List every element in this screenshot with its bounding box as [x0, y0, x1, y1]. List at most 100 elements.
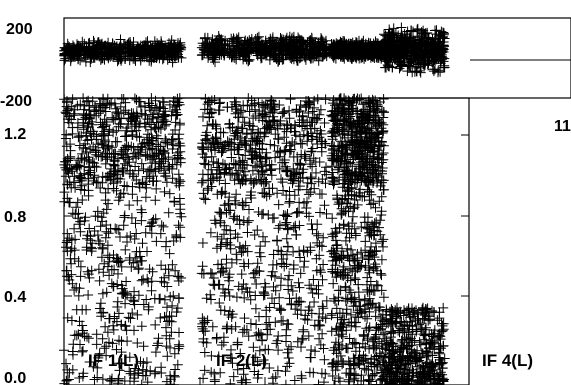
amp-point-if2: [272, 335, 283, 346]
amp-point-if1: [71, 330, 82, 341]
amp-point-if2: [251, 330, 262, 341]
amp-point-if1: [75, 261, 86, 272]
amp-point-if1: [103, 228, 114, 239]
amp-point-if2: [294, 197, 305, 208]
amp-point-if2: [303, 189, 314, 200]
amp-point-if2: [259, 188, 270, 199]
amp-point-if1: [155, 293, 166, 304]
amp-point-if1: [120, 244, 131, 255]
amp-point-if1: [162, 302, 172, 313]
amp-point-if2: [283, 353, 294, 363]
amp-point-if2: [315, 320, 326, 331]
amp-point-if2: [321, 208, 332, 219]
phase-point-if1: [156, 36, 167, 47]
amp-point-if1: [81, 245, 92, 255]
amp-point-if1: [138, 274, 149, 285]
amp-point-if3: [335, 376, 345, 385]
amp-point-if2: [258, 231, 268, 242]
amp-point-if2: [321, 162, 331, 173]
amp-point-if2: [238, 369, 249, 380]
amplitude-panel-frame: [63, 97, 470, 385]
phase-scatter-points: [59, 22, 450, 78]
amp-point-if2: [243, 258, 254, 269]
phase-point-if1: [148, 47, 159, 58]
amp-point-if1: [131, 131, 142, 142]
amp-point-if2: [242, 227, 253, 238]
phase-point-if1: [161, 48, 172, 59]
phase-point-if2: [297, 45, 308, 56]
amp-point-if1: [136, 275, 147, 286]
amp-point-if3: [376, 191, 387, 202]
amp-point-if2: [308, 274, 319, 285]
amp-point-if1: [112, 378, 123, 385]
phase-point-if1: [97, 48, 107, 59]
amp-ytick-2: 0.8: [4, 209, 26, 226]
phase-point-if1: [130, 55, 141, 66]
amp-point-if1: [64, 233, 75, 244]
amp-point-if3: [328, 293, 339, 304]
amp-point-if3: [376, 270, 387, 281]
amp-point-if2: [270, 317, 281, 328]
phase-point-if1: [140, 41, 151, 52]
amp-point-if1: [156, 220, 167, 231]
phase-point-if2: [266, 40, 277, 51]
phase-point-if1: [93, 37, 104, 48]
corner-label: 11: [554, 118, 571, 135]
phase-point-if2: [270, 51, 281, 62]
amp-point-if2: [280, 379, 291, 385]
phase-point-if2: [317, 50, 328, 61]
amp-point-if2: [285, 94, 296, 105]
amp-point-if2: [270, 371, 281, 382]
amp-point-if2: [276, 273, 287, 284]
amp-point-if1: [83, 333, 94, 344]
phase-point-if2: [306, 32, 317, 43]
amp-point-if1: [141, 294, 152, 305]
amp-point-if2: [264, 189, 275, 200]
amp-point-if1: [79, 331, 90, 342]
phase-point-if1: [69, 46, 80, 57]
amp-point-if1: [95, 221, 106, 232]
amp-point-if1: [97, 374, 108, 385]
phase-point-if1: [77, 42, 88, 53]
amp-point-if1: [74, 173, 85, 183]
amp-point-if2: [291, 208, 302, 218]
phase-point-if2: [253, 31, 264, 42]
amp-point-if2: [309, 297, 320, 307]
amp-point-if1: [75, 271, 86, 282]
phase-point-if2: [199, 33, 210, 44]
amp-ytick-3: 0.4: [4, 289, 26, 306]
amp-point-if2: [279, 132, 290, 143]
phase-point-if2: [280, 41, 290, 52]
amp-point-if1: [127, 189, 138, 200]
phase-point-if2: [321, 35, 331, 46]
amp-point-if1: [77, 195, 88, 205]
amp-point-if1: [150, 319, 161, 330]
amp-point-if1: [63, 374, 74, 385]
amp-point-if1: [103, 183, 114, 194]
phase-point-if2: [319, 49, 330, 60]
amp-point-if2: [221, 323, 232, 334]
phase-point-if2: [307, 49, 318, 60]
phase-point-if2: [295, 52, 306, 63]
amp-point-if1: [170, 364, 181, 375]
amp-point-if2: [272, 188, 283, 199]
phase-point-if1: [107, 38, 118, 49]
amp-point-if2: [266, 170, 277, 181]
phase-point-if2: [246, 34, 257, 44]
amp-point-if2: [218, 127, 229, 138]
phase-point-if2: [196, 42, 207, 53]
amp-point-if1: [163, 207, 174, 218]
amp-point-if1: [136, 321, 147, 332]
amp-point-if2: [282, 223, 293, 234]
amp-point-if1: [77, 346, 87, 357]
amp-point-if1: [91, 329, 102, 340]
phase-ytick-top: 200: [6, 21, 33, 38]
amp-point-if1: [119, 210, 130, 221]
amp-point-if1: [150, 347, 161, 358]
phase-point-if1: [89, 41, 100, 52]
phase-point-if2: [198, 40, 209, 51]
amp-point-if1: [137, 238, 148, 249]
amp-point-if2: [231, 292, 242, 303]
phase-point-if2: [315, 36, 326, 47]
